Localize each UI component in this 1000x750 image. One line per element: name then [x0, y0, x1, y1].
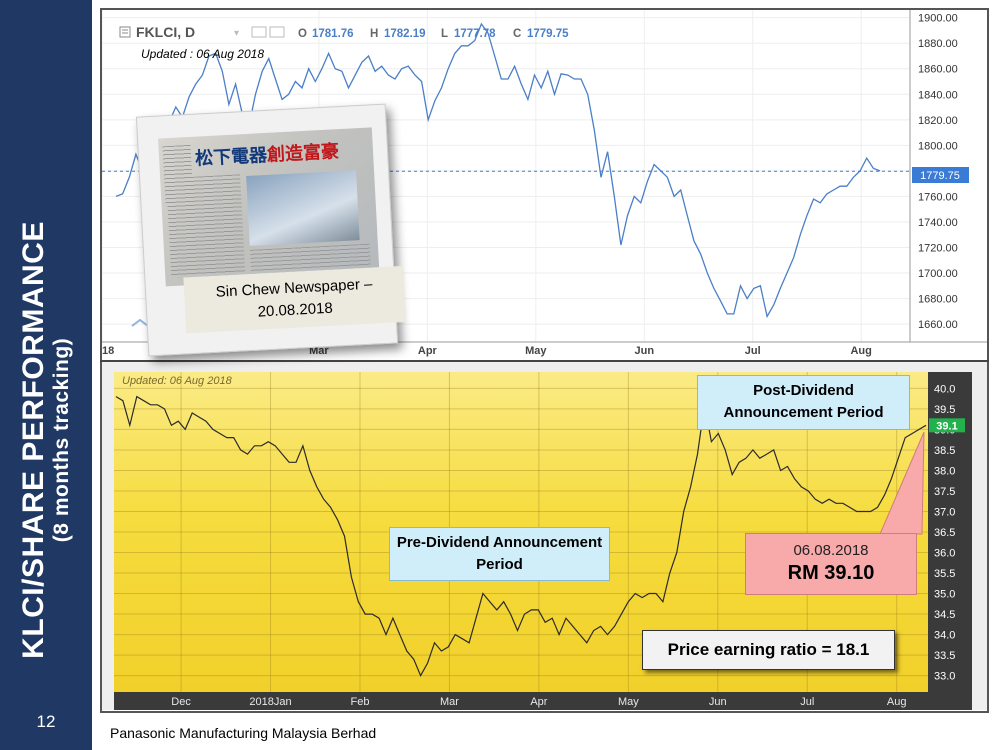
share-y-tick-label: 40.0	[934, 383, 955, 395]
klci-y-tick-label: 1860.00	[918, 64, 958, 76]
newspaper-headline-red: 創造富豪	[266, 141, 340, 166]
share-y-tick-label: 34.0	[934, 630, 955, 642]
klci-x-tick-label: May	[525, 345, 547, 357]
share-x-tick-label: Aug	[887, 696, 907, 708]
share-x-axis-panel	[114, 692, 928, 710]
menu-icon[interactable]	[119, 26, 131, 38]
share-x-tick-label: Feb	[351, 696, 370, 708]
share-series-line	[115, 395, 927, 677]
klci-y-tick-label: 1880.00	[918, 38, 958, 50]
ohlc-close-value: 1779.75	[527, 28, 569, 40]
klci-last-value-tag	[912, 167, 969, 183]
share-updated-label: Updated: 06 Aug 2018	[122, 375, 233, 387]
share-x-tick-label: Dec	[171, 696, 191, 708]
sidebar: KLCI/SHARE PERFORMANCE (8 months trackin…	[0, 0, 92, 750]
ohlc-high-label: H	[370, 28, 378, 40]
klci-x-tick-label: 2018	[102, 345, 114, 357]
share-y-ticks: 40.039.539.038.538.037.537.036.536.035.5…	[934, 383, 955, 682]
price-date: 06.08.2018	[793, 542, 869, 559]
slide-subtitle: (8 months tracking)	[50, 337, 73, 543]
klci-y-tick-label: 1840.00	[918, 89, 958, 101]
newspaper-text-column	[166, 174, 246, 279]
newspaper-headline: 松下電器創造富豪	[194, 137, 340, 171]
ohlc-open-label: O	[298, 28, 307, 40]
klci-symbol: FKLCI, D	[136, 24, 195, 40]
share-x-tick-label: Mar	[440, 696, 459, 708]
klci-y-tick-label: 1700.00	[918, 268, 958, 280]
klci-y-tick-label: 1660.00	[918, 319, 958, 331]
share-x-tick-label: Jun	[709, 696, 727, 708]
klci-y-tick-label: 1800.00	[918, 140, 958, 152]
ohlc-open-value: 1781.76	[312, 28, 354, 40]
share-y-tick-label: 37.0	[934, 506, 955, 518]
chart-divider	[100, 360, 989, 362]
share-x-tick-label: May	[618, 696, 639, 708]
newspaper-image: 松下電器創造富豪	[158, 127, 380, 287]
share-y-tick-label: 35.0	[934, 589, 955, 601]
share-y-tick-label: 38.0	[934, 465, 955, 477]
klci-x-tick-label: Jul	[745, 345, 761, 357]
price-callout: 06.08.2018 RM 39.10	[745, 533, 917, 595]
share-y-tick-label: 36.0	[934, 548, 955, 560]
share-y-tick-label: 34.5	[934, 609, 955, 621]
share-x-tick-label: Apr	[530, 696, 547, 708]
footer-company: Panasonic Manufacturing Malaysia Berhad	[110, 725, 377, 741]
pe-ratio-box: Price earning ratio = 18.1	[642, 630, 895, 670]
share-y-tick-label: 35.5	[934, 568, 955, 580]
klci-y-tick-label: 1720.00	[918, 243, 958, 255]
share-last-value-tag	[929, 418, 965, 433]
klci-x-tick-label: Jun	[635, 345, 655, 357]
share-x-ticks: Dec 2018Jan Feb Mar Apr May Jun Jul Aug	[171, 696, 906, 708]
post-dividend-label: Post-Dividend Announcement Period	[697, 375, 910, 430]
share-y-tick-label: 38.5	[934, 445, 955, 457]
settings-icon[interactable]	[269, 26, 285, 38]
share-y-tick-label: 33.0	[934, 671, 955, 683]
newspaper-clipping: 松下電器創造富豪 Sin Chew Newspaper – 20.08.2018	[135, 103, 406, 357]
klci-y-tick-label: 1820.00	[918, 115, 958, 127]
pre-dividend-label: Pre-Dividend Announcement Period	[389, 527, 610, 581]
eye-icon[interactable]	[251, 26, 267, 38]
share-y-tick-label: 36.5	[934, 527, 955, 539]
share-y-tick-label: 33.5	[934, 650, 955, 662]
price-value: RM 39.10	[787, 562, 875, 584]
page-number: 12	[36, 712, 56, 731]
ohlc-close-label: C	[513, 28, 521, 40]
share-x-tick-label: 2018Jan	[249, 696, 291, 708]
newspaper-caption: Sin Chew Newspaper – 20.08.2018	[183, 265, 406, 334]
klci-y-tick-label: 1760.00	[918, 191, 958, 203]
klci-x-tick-label: Aug	[850, 345, 871, 357]
klci-updated-label: Updated : 06 Aug 2018	[141, 47, 264, 61]
klci-y-tick-label: 1900.00	[918, 13, 958, 25]
klci-x-ticks: 2018 Mar Apr May Jun Jul Aug	[102, 345, 872, 357]
ohlc-low-label: L	[441, 28, 448, 40]
ohlc-low-value: 1777.78	[454, 28, 496, 40]
newspaper-headline-blue: 松下電器	[194, 144, 268, 170]
ohlc-high-value: 1782.19	[384, 28, 426, 40]
newspaper-photo	[246, 170, 360, 246]
slide-title-text: KLCI/SHARE PERFORMANCE	[17, 221, 50, 659]
klci-x-tick-label: Apr	[418, 345, 438, 357]
share-last-value-label: 39.1	[936, 420, 957, 432]
klci-y-tick-label: 1680.00	[918, 294, 958, 306]
klci-y-tick-label: 1740.00	[918, 217, 958, 229]
klci-x-tick-label: Mar	[309, 345, 329, 357]
share-y-tick-label: 37.5	[934, 486, 955, 498]
share-x-tick-label: Jul	[800, 696, 814, 708]
klci-last-value-label: 1779.75	[920, 170, 960, 182]
share-y-tick-label: 39.5	[934, 404, 955, 416]
slide-title: KLCI/SHARE PERFORMANCE (8 months trackin…	[17, 221, 74, 659]
chevron-down-icon[interactable]: ▾	[234, 28, 239, 39]
